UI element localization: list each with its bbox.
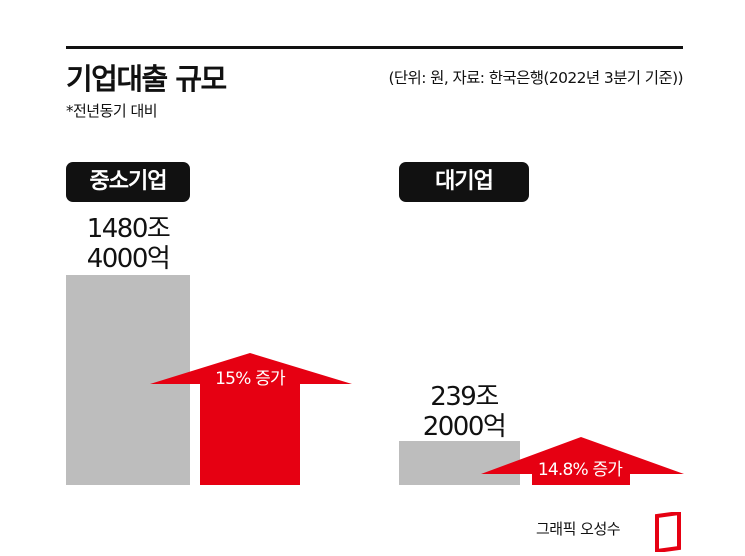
growth-label-sme: 15% 증가 — [215, 369, 285, 389]
category-label-large: 대기업 — [399, 162, 529, 202]
growth-arrow-large — [481, 437, 684, 485]
graphic-credit: 그래픽 오성수 — [536, 520, 621, 538]
growth-label-large: 14.8% 증가 — [537, 460, 623, 480]
value-label-large-line2: 2000억 — [422, 412, 507, 442]
value-label-large: 239조 2000억 — [399, 382, 529, 442]
chart-title: 기업대출 규모 — [66, 62, 227, 96]
growth-arrow-sme — [150, 353, 352, 485]
chart-subtitle: *전년동기 대비 — [66, 102, 158, 120]
value-label-sme-line1: 1480조 — [86, 214, 171, 244]
value-label-sme: 1480조 4000억 — [66, 214, 190, 274]
source-note: (단위: 원, 자료: 한국은행(2022년 3분기 기준)) — [388, 69, 683, 87]
top-rule — [66, 46, 683, 49]
value-label-large-line1: 239조 — [430, 382, 499, 412]
bar-large — [399, 441, 520, 485]
category-label-sme: 중소기업 — [66, 162, 190, 202]
value-label-sme-line2: 4000억 — [86, 244, 171, 274]
publisher-logo-icon — [655, 512, 681, 552]
